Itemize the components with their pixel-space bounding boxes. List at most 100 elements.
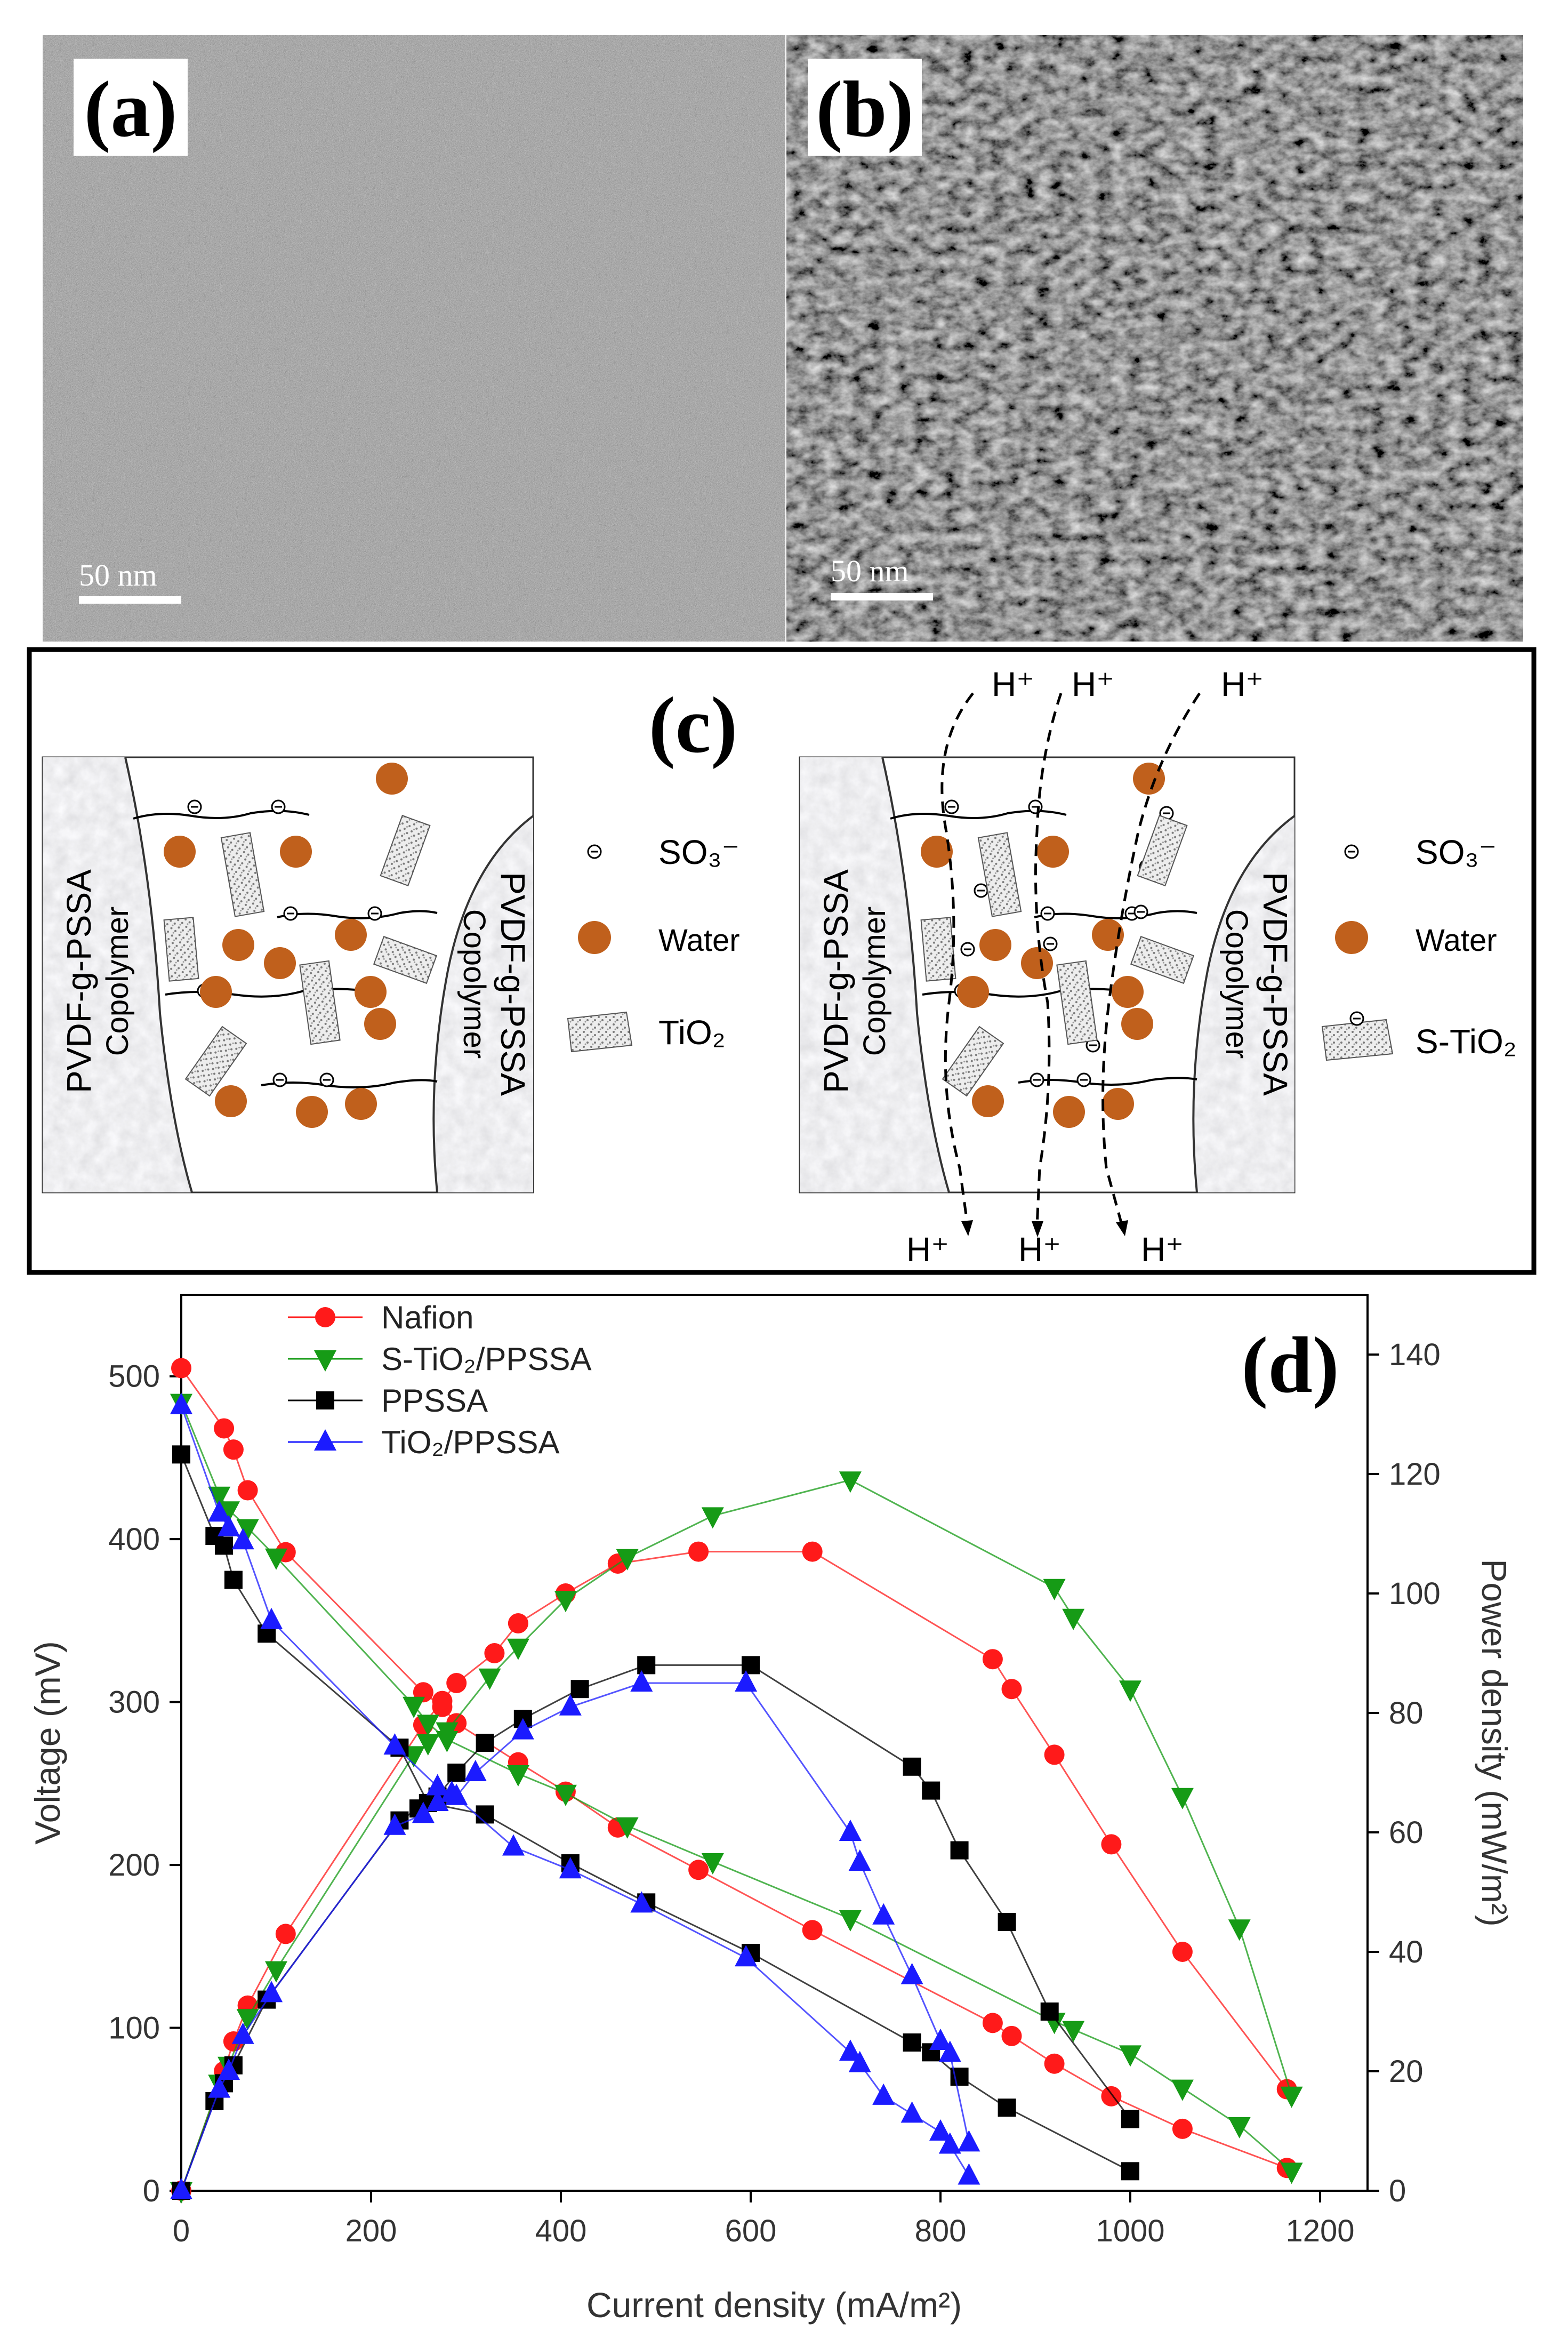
water-molecule bbox=[376, 763, 408, 795]
point-nafion-power bbox=[275, 1924, 296, 1944]
point-stioppssa-voltage bbox=[1171, 2079, 1194, 2101]
point-tioppssa-voltage bbox=[208, 1500, 231, 1522]
point-ppssa-power bbox=[998, 1913, 1016, 1931]
point-nafion-voltage bbox=[1172, 2118, 1193, 2139]
tio2-particle bbox=[977, 832, 1022, 917]
side-chain bbox=[1034, 910, 1197, 919]
point-stioppssa-voltage bbox=[1280, 2162, 1303, 2184]
x-tick-label: 0 bbox=[173, 2214, 190, 2248]
water-molecule bbox=[1102, 1088, 1134, 1120]
point-tioppssa-voltage bbox=[231, 1528, 254, 1550]
scale-bar-a bbox=[79, 596, 181, 604]
point-nafion-power bbox=[1001, 1679, 1022, 1700]
water-molecule bbox=[1112, 976, 1144, 1008]
panel-c: (c) PVDF-g-PSSA Copolymer Copolymer PVDF… bbox=[27, 647, 1537, 1275]
tio2-particle bbox=[942, 1026, 1004, 1097]
water-molecule bbox=[1121, 1008, 1153, 1040]
panel-d: (d) 0 200 400 600 800 1000 1200010020030040050… bbox=[28, 1294, 1514, 2325]
point-stioppssa-power bbox=[236, 2009, 259, 2031]
tio2-particle bbox=[1137, 814, 1188, 887]
stio2-legend-icon bbox=[1321, 1019, 1394, 1061]
copolymer-edge-left bbox=[124, 757, 193, 1193]
point-tioppssa-power bbox=[464, 1760, 487, 1781]
point-nafion-power bbox=[688, 1541, 709, 1562]
arrowhead bbox=[1116, 1220, 1128, 1236]
copolymer-label-right-word: Copolymer bbox=[457, 909, 492, 1059]
point-stioppssa-power bbox=[506, 1638, 529, 1660]
point-nafion-power bbox=[1172, 1942, 1193, 1962]
point-ppssa-power bbox=[637, 1656, 656, 1675]
point-nafion-voltage bbox=[688, 1860, 709, 1880]
legend-label: TiO₂/PPSSA bbox=[381, 1424, 559, 1460]
point-tioppssa-power bbox=[839, 1820, 862, 1841]
side-chain bbox=[261, 1079, 438, 1088]
tio2-particle bbox=[1130, 935, 1195, 984]
point-nafion-power bbox=[1044, 1744, 1065, 1765]
point-tioppssa-voltage bbox=[848, 2050, 871, 2072]
point-nafion-voltage bbox=[214, 1418, 235, 1439]
point-ppssa-power bbox=[1040, 2002, 1059, 2021]
copolymer-edge-right bbox=[432, 815, 534, 1193]
legend-entry: Nafion bbox=[288, 1300, 473, 1335]
panel-d-label: (d) bbox=[1241, 1321, 1339, 1409]
panel-b: (b) 50 nm bbox=[786, 35, 1523, 642]
point-tioppssa-voltage bbox=[958, 2163, 980, 2185]
point-stioppssa-power bbox=[265, 1961, 287, 1983]
point-stioppssa-voltage bbox=[1062, 2021, 1085, 2042]
legend-label: Nafion bbox=[381, 1300, 473, 1335]
panel-a-label: (a) bbox=[84, 65, 178, 154]
point-tioppssa-voltage bbox=[426, 1774, 449, 1796]
legend-water-left: Water bbox=[658, 923, 740, 958]
point-tioppssa-power bbox=[231, 2022, 254, 2044]
panel-b-label: (b) bbox=[816, 65, 913, 154]
point-stioppssa-voltage bbox=[701, 1853, 724, 1875]
panel-b-label-bg bbox=[808, 59, 922, 156]
point-ppssa-voltage bbox=[476, 1805, 494, 1824]
arrowhead bbox=[961, 1220, 973, 1236]
water-molecule bbox=[1021, 947, 1053, 979]
water-molecule bbox=[1092, 919, 1124, 951]
copolymer-label-left2-word: Copolymer bbox=[857, 907, 892, 1056]
point-nafion-power bbox=[982, 1649, 1003, 1670]
water-molecule bbox=[1037, 836, 1069, 868]
y-right-tick-label: 140 bbox=[1389, 1337, 1441, 1372]
point-nafion-voltage bbox=[237, 1480, 258, 1501]
point-tioppssa-power bbox=[170, 2178, 192, 2199]
water-molecule bbox=[355, 976, 387, 1008]
point-stioppssa-power bbox=[1119, 1680, 1141, 1702]
arrowhead bbox=[1032, 1221, 1043, 1237]
legend-entry: TiO₂/PPSSA bbox=[288, 1424, 559, 1460]
water-molecule bbox=[345, 1088, 377, 1120]
x-tick-label: 600 bbox=[725, 2214, 777, 2248]
panel-a-label-bg bbox=[74, 59, 188, 156]
proton-label-bottom-1: H⁺ bbox=[906, 1230, 949, 1269]
point-ppssa-power bbox=[476, 1734, 494, 1752]
point-tioppssa-power bbox=[958, 2130, 980, 2152]
point-stioppssa-voltage bbox=[1228, 2117, 1251, 2138]
water-molecule bbox=[1053, 1096, 1085, 1128]
point-nafion-voltage bbox=[1001, 2025, 1022, 2046]
point-stioppssa-voltage bbox=[208, 1486, 231, 1508]
point-ppssa-voltage bbox=[172, 1445, 190, 1464]
y-axis-label-right: Power density (mW/m²) bbox=[1475, 1559, 1514, 1926]
point-tioppssa-power bbox=[929, 2029, 952, 2050]
point-tioppssa-power bbox=[559, 1694, 582, 1716]
water-molecule bbox=[1133, 763, 1165, 795]
tio2-particle bbox=[220, 832, 265, 917]
y-left-tick-label: 0 bbox=[143, 2174, 160, 2208]
legend-entry: S-TiO₂/PPSSA bbox=[288, 1341, 591, 1377]
point-tioppssa-voltage bbox=[218, 1515, 240, 1536]
point-tioppssa-voltage bbox=[900, 2101, 923, 2123]
water-legend-icon bbox=[1335, 921, 1368, 954]
scale-bar-label-b: 50 nm bbox=[831, 554, 909, 588]
water-molecule bbox=[972, 1085, 1004, 1117]
point-tioppssa-voltage bbox=[502, 1834, 525, 1856]
y-right-tick-label: 80 bbox=[1389, 1696, 1424, 1731]
x-tick-label: 800 bbox=[915, 2214, 967, 2248]
point-tioppssa-voltage bbox=[938, 2132, 961, 2154]
legend-so3-left: SO₃⁻ bbox=[658, 833, 739, 871]
copolymer-label-right2-word: Copolymer bbox=[1219, 909, 1254, 1059]
point-tioppssa-power bbox=[383, 1813, 406, 1835]
legend-marker bbox=[315, 1307, 335, 1327]
point-ppssa-power bbox=[950, 1841, 969, 1860]
